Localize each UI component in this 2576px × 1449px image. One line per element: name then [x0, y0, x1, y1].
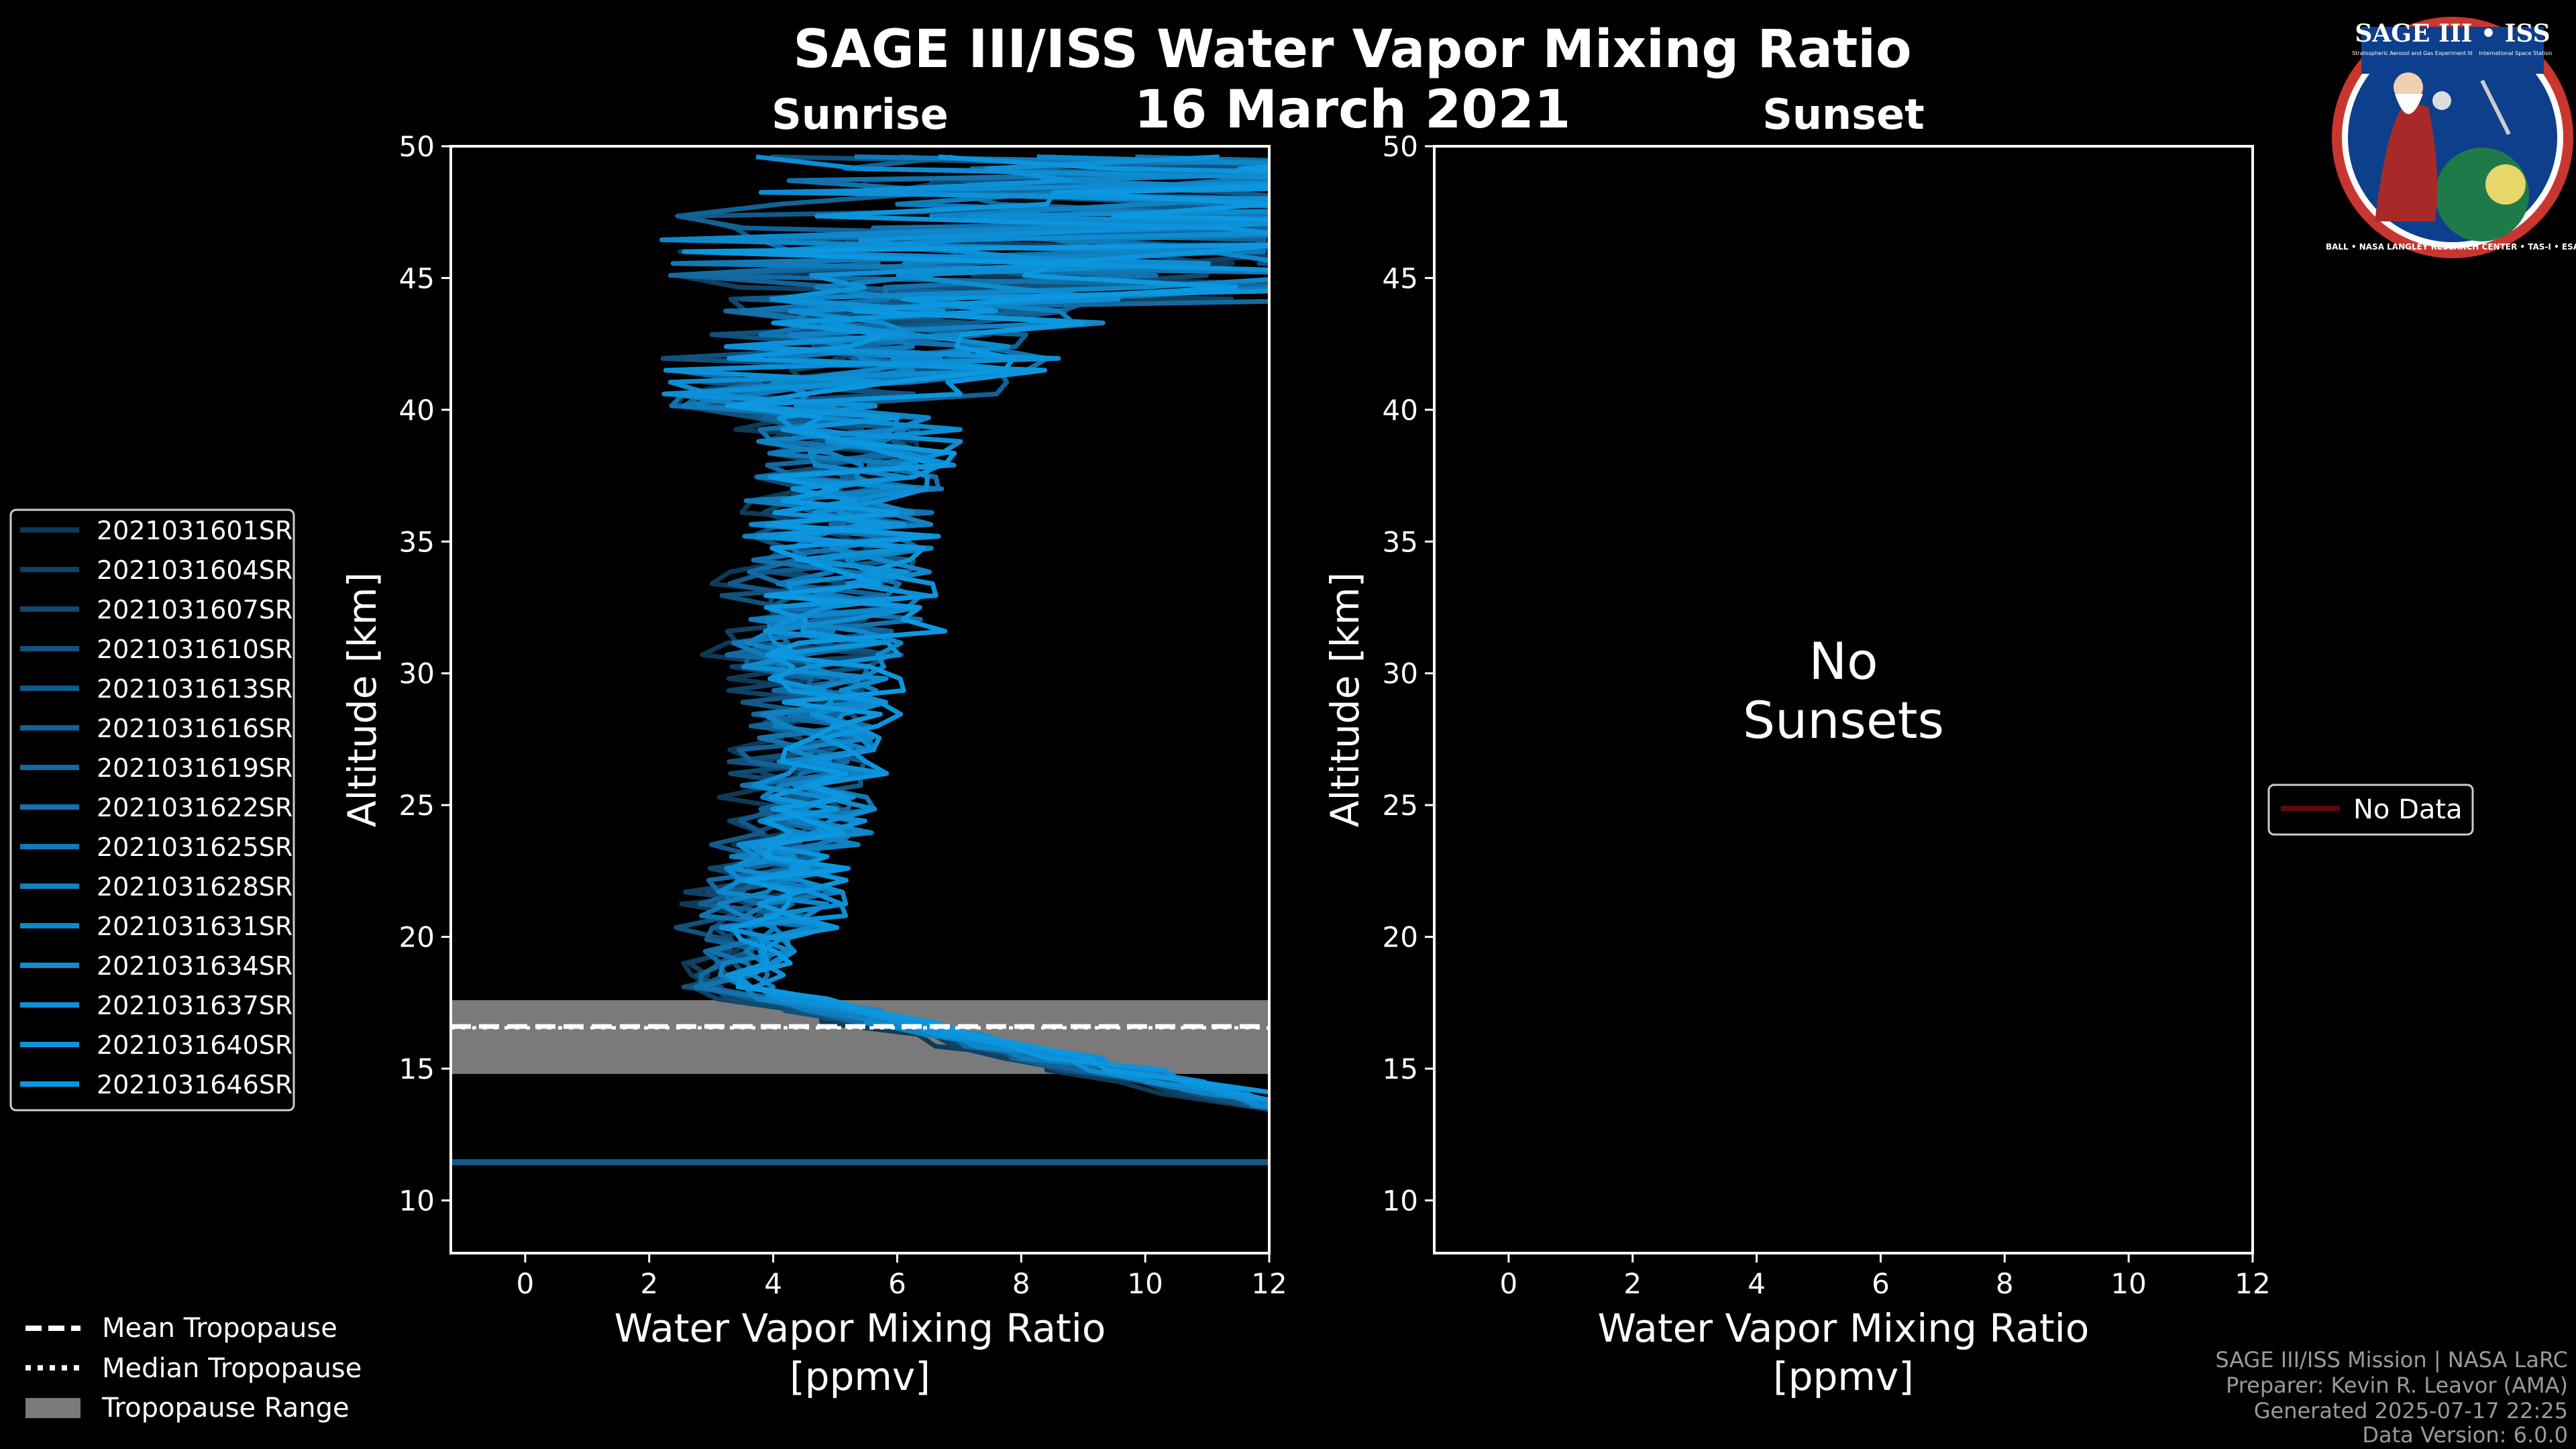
- legend-label-2021031622SR: 2021031622SR: [97, 793, 292, 822]
- sunrise-xtick-label: 4: [764, 1267, 782, 1300]
- legend-label-2021031634SR: 2021031634SR: [97, 951, 292, 981]
- sunset-xtick-label: 0: [1500, 1267, 1518, 1300]
- no-sunsets-line1: No: [1809, 631, 1878, 691]
- logo-sub-right: International Space Station: [2479, 50, 2553, 56]
- sunrise-ytick-label: 35: [399, 525, 435, 558]
- sunset-ytick-label: 50: [1383, 130, 1418, 163]
- sunrise-ytick-label: 50: [399, 130, 435, 163]
- sunrise-ytick-label: 45: [399, 262, 435, 294]
- figure-title: SAGE III/ISS Water Vapor Mixing Ratio: [793, 19, 1911, 80]
- sunset-ytick-label: 35: [1383, 525, 1418, 558]
- sunrise-axes-frame: [449, 145, 1271, 1254]
- sunrise-ytick-label: 10: [399, 1184, 435, 1217]
- logo-bottom-text: BALL • NASA LANGLEY RESEARCH CENTER • TA…: [2326, 242, 2576, 252]
- sunrise-xtick-label: 10: [1127, 1267, 1163, 1300]
- sunset-ytick-label: 20: [1383, 921, 1418, 954]
- sunset-xtick-label: 12: [2235, 1267, 2270, 1300]
- legend-label-2021031631SR: 2021031631SR: [97, 912, 292, 941]
- legend-label-2021031610SR: 2021031610SR: [97, 635, 292, 664]
- sunset-legend: No Data: [2267, 784, 2474, 836]
- legend-label-2021031637SR: 2021031637SR: [97, 991, 292, 1020]
- mean-tropopause-label: Mean Tropopause: [102, 1313, 337, 1344]
- series-line-2021031640SR: [724, 154, 1269, 1103]
- sunset-xtick-label: 10: [2110, 1267, 2146, 1300]
- sunrise-ytick-label: 25: [399, 789, 435, 822]
- sunrise-ytick-label: 20: [399, 921, 435, 954]
- sunrise-subtitle: Sunrise: [771, 90, 949, 139]
- sunset-xtick-label: 8: [1996, 1267, 2014, 1300]
- legend-label-2021031628SR: 2021031628SR: [97, 872, 292, 902]
- legend-label-2021031625SR: 2021031625SR: [97, 833, 292, 862]
- footer-mission: SAGE III/ISS Mission | NASA LaRC: [2215, 1347, 2568, 1373]
- sunrise-xlabel: Water Vapor Mixing Ratio: [614, 1305, 1106, 1351]
- no-sunsets-line2: Sunsets: [1743, 690, 1944, 750]
- figure-date: 16 March 2021: [1134, 80, 1570, 140]
- sunset-xlabel-unit: [ppmv]: [1773, 1354, 1914, 1399]
- median-tropopause-label: Median Tropopause: [102, 1353, 362, 1384]
- sunrise-ytick-label: 30: [399, 657, 435, 690]
- sunset-ytick-label: 25: [1383, 789, 1418, 822]
- tropopause-legend: Mean Tropopause Median Tropopause Tropop…: [25, 1313, 362, 1424]
- sunset-plot-area: [1433, 145, 2254, 1254]
- logo-sub-left: Stratospheric Aerosol and Gas Experiment…: [2352, 50, 2472, 56]
- sunrise-xtick-label: 0: [517, 1267, 535, 1300]
- footer: SAGE III/ISS Mission | NASA LaRC Prepare…: [2215, 1347, 2568, 1448]
- tropopause-range-swatch: [25, 1398, 80, 1418]
- legend-label-2021031640SR: 2021031640SR: [97, 1030, 292, 1060]
- sunset-ytick-label: 45: [1383, 262, 1418, 294]
- series-legend: 2021031601SR 2021031604SR 2021031607SR 2021…: [9, 508, 295, 1112]
- sunset-ytick-label: 10: [1383, 1184, 1418, 1217]
- series-legend-frame: [9, 508, 295, 1112]
- legend-label-2021031601SR: 2021031601SR: [97, 516, 292, 545]
- legend-label-2021031646SR: 2021031646SR: [97, 1070, 292, 1099]
- sunrise-xtick-label: 6: [888, 1267, 906, 1300]
- sunrise-xtick-label: 2: [640, 1267, 658, 1300]
- sunrise-ytick-label: 40: [399, 394, 435, 427]
- sunset-legend-frame: [2267, 784, 2474, 836]
- sunset-xtick-label: 6: [1872, 1267, 1890, 1300]
- tropopause-range-label: Tropopause Range: [101, 1393, 350, 1424]
- legend-label-2021031604SR: 2021031604SR: [97, 555, 292, 585]
- legend-label-2021031616SR: 2021031616SR: [97, 714, 292, 743]
- legend-label-2021031607SR: 2021031607SR: [97, 595, 292, 625]
- sunrise-ylabel: Altitude [km]: [339, 572, 385, 827]
- sunset-ytick-label: 40: [1383, 394, 1418, 427]
- sunrise-xlabel-unit: [ppmv]: [790, 1354, 930, 1399]
- footer-version: Data Version: 6.0.0: [2362, 1422, 2568, 1448]
- no-data-label: No Data: [2353, 794, 2463, 825]
- sunset-ytick-label: 15: [1383, 1053, 1418, 1085]
- sunset-subtitle: Sunset: [1762, 90, 1925, 139]
- sunrise-panel: 0 2 4 6 8 10 12 10 15 20 25 30 35 40 45 50 Water Vapor …: [339, 130, 1287, 1399]
- sunrise-ytick-label: 15: [399, 1053, 435, 1085]
- sage-mission-patch-icon: SAGE III • ISS Stratospheric Aerosol and…: [2326, 17, 2576, 258]
- sunrise-xtick-label: 8: [1012, 1267, 1030, 1300]
- series-line-2021031646SR: [682, 164, 1269, 1095]
- footer-generated: Generated 2025-07-17 22:25: [2254, 1398, 2568, 1424]
- sunset-ytick-label: 30: [1383, 657, 1418, 690]
- sunset-xtick-label: 2: [1623, 1267, 1642, 1300]
- sunset-xlabel: Water Vapor Mixing Ratio: [1598, 1305, 2090, 1351]
- footer-preparer: Preparer: Kevin R. Leavor (AMA): [2226, 1373, 2568, 1398]
- logo-top-text: SAGE III • ISS: [2355, 19, 2550, 48]
- sunset-xtick-label: 4: [1748, 1267, 1766, 1300]
- legend-label-2021031619SR: 2021031619SR: [97, 753, 292, 783]
- sunset-ylabel: Altitude [km]: [1322, 572, 1368, 827]
- legend-label-2021031613SR: 2021031613SR: [97, 674, 292, 704]
- sunrise-xtick-label: 12: [1251, 1267, 1287, 1300]
- sunset-panel: 0 2 4 6 8 10 12 10 15 20 25 30 35 40 45 50 No Sunsets W…: [1322, 130, 2271, 1399]
